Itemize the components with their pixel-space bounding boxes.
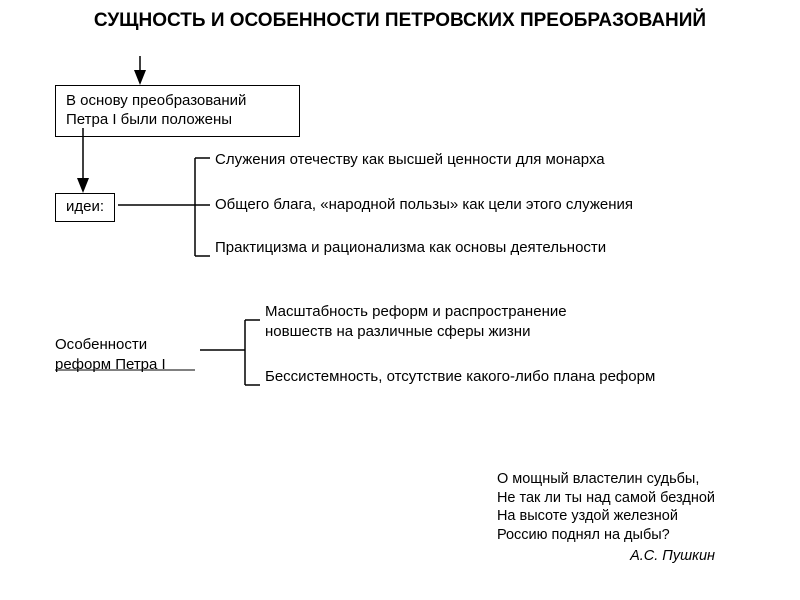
idea-item: Практицизма и рационализма как основы де…	[215, 238, 645, 258]
idea-item: Служения отечеству как высшей ценности д…	[215, 150, 645, 170]
quote-author: А.С. Пушкин	[497, 547, 715, 566]
feature-item: Бессистемность, отсутствие какого-либо п…	[265, 367, 685, 387]
features-label: Особенности реформ Петра I	[55, 335, 200, 374]
quote-line: Не так ли ты над самой бездной	[497, 489, 715, 508]
quote-line: О мощный властелин судьбы,	[497, 470, 715, 489]
basis-box: В основу преобразований Петра I были пол…	[55, 85, 300, 137]
idea-item: Общего блага, «народной пользы» как цели…	[215, 195, 665, 215]
quote-block: О мощный властелин судьбы, Не так ли ты …	[497, 470, 715, 566]
diagram-title: СУЩНОСТЬ И ОСОБЕННОСТИ ПЕТРОВСКИХ ПРЕОБР…	[80, 10, 720, 33]
feature-item: Масштабность реформ и распространение но…	[265, 302, 625, 341]
quote-line: Россию поднял на дыбы?	[497, 526, 715, 545]
quote-line: На высоте уздой железной	[497, 507, 715, 526]
ideas-box: идеи:	[55, 193, 115, 222]
